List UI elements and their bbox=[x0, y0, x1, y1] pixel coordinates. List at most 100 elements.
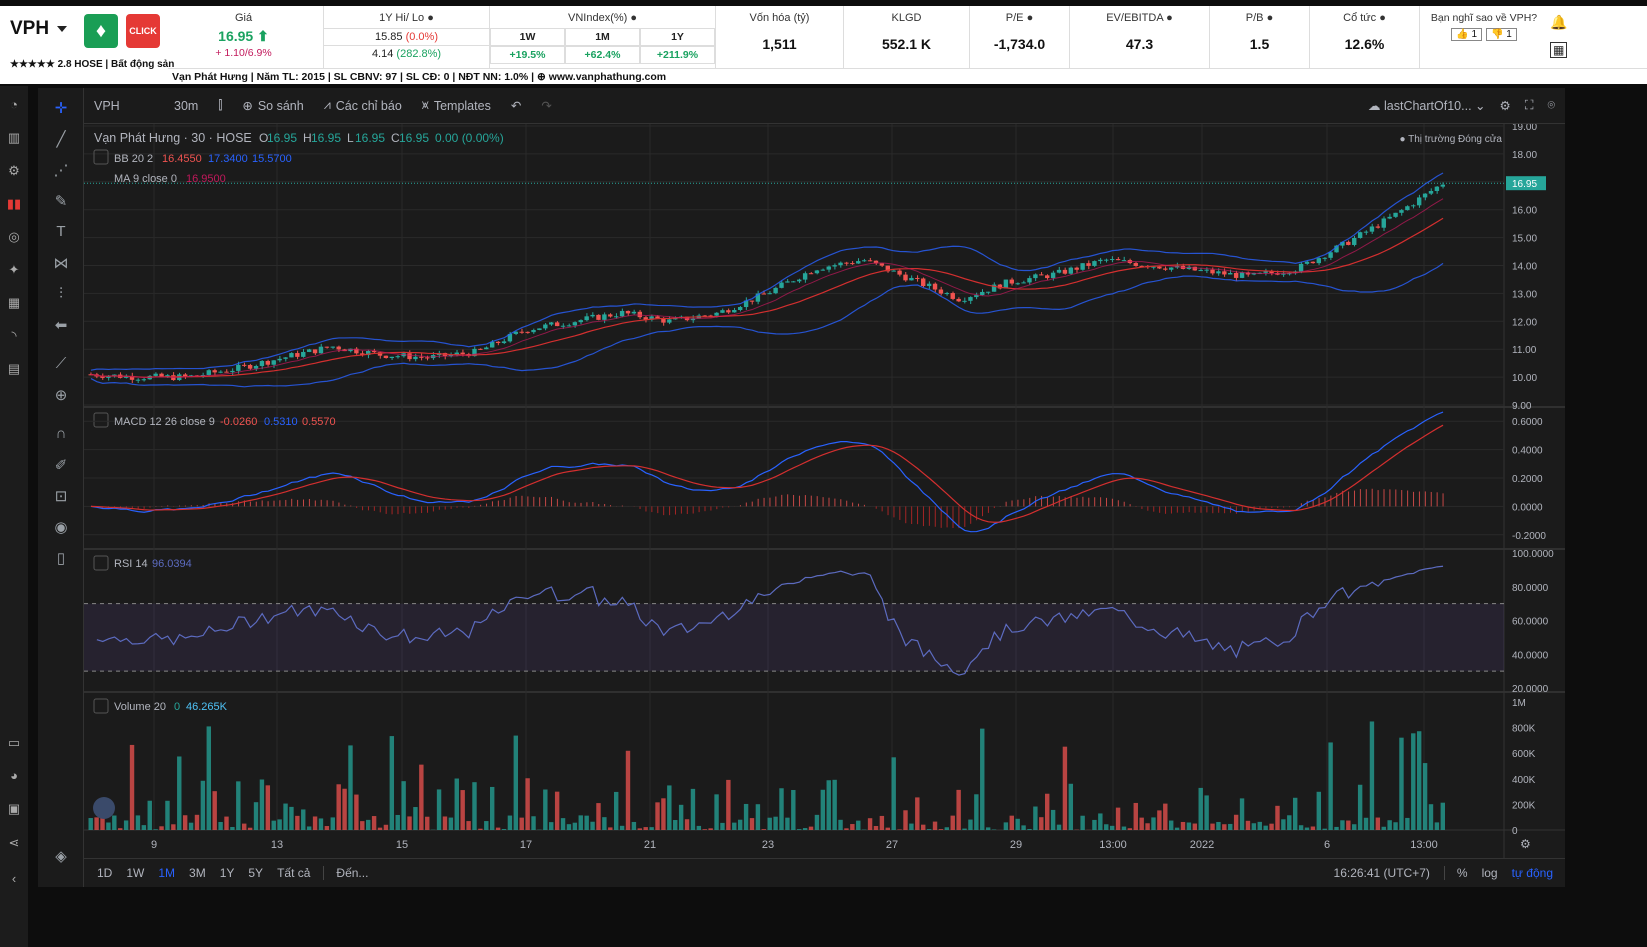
volume-bar bbox=[1422, 763, 1428, 830]
fullscreen-icon[interactable]: ⛶ bbox=[1524, 98, 1534, 112]
calendar-icon[interactable]: ▦ bbox=[1550, 42, 1568, 58]
layers-icon[interactable]: ◈ bbox=[55, 847, 67, 865]
rss-icon[interactable]: ◝ bbox=[11, 327, 17, 343]
volume-bar bbox=[932, 821, 938, 830]
candle-body bbox=[909, 277, 914, 281]
macd-tick-label: -0.2000 bbox=[1512, 531, 1546, 542]
toolbar-symbol[interactable]: VPH bbox=[94, 98, 120, 113]
ruler-icon[interactable]: ⟋ bbox=[55, 355, 67, 372]
volume-bar bbox=[897, 829, 902, 830]
chart-canvas[interactable]: 9 13 15 17 21 23 27 29 13:00 2022 6 13:00 19.00 18.00… bbox=[84, 124, 1565, 858]
symbol-selector[interactable]: VPH bbox=[10, 18, 68, 40]
bell-icon[interactable]: 🔔 bbox=[1550, 14, 1568, 30]
candle-body bbox=[507, 333, 513, 342]
volume-bar bbox=[590, 821, 595, 830]
ma-legend-name: MA 9 close 0 bbox=[114, 173, 177, 185]
camera-icon[interactable]: ⌾ bbox=[1547, 98, 1555, 112]
candle-body bbox=[578, 320, 583, 323]
volume-bar bbox=[377, 827, 383, 830]
candle-body bbox=[289, 353, 294, 358]
candle-body bbox=[224, 371, 229, 373]
coins-icon[interactable]: ◎ bbox=[8, 228, 20, 244]
trendline-icon[interactable]: ╱ bbox=[56, 130, 66, 148]
chat-icon[interactable]: ▤ bbox=[7, 360, 21, 376]
interval-button[interactable]: 30m bbox=[174, 98, 199, 113]
range-5y[interactable]: 5Y bbox=[248, 866, 264, 880]
indicators-button[interactable]: ⩘ Các chỉ báo bbox=[314, 98, 412, 113]
range-1m[interactable]: 1M bbox=[158, 866, 176, 880]
vnindex-periods: 1W 1M 1Y +19.5% +62.4% +211.9% bbox=[490, 28, 715, 64]
goto-date-button[interactable]: Đến... bbox=[323, 866, 375, 880]
candle-body bbox=[743, 300, 749, 308]
dashboard-icon[interactable]: ◔ bbox=[10, 97, 18, 112]
volume-bar bbox=[625, 750, 631, 830]
crosshair-icon[interactable]: ✛ bbox=[54, 99, 68, 117]
brush-icon[interactable]: ✎ bbox=[54, 192, 68, 210]
upvote-button[interactable]: 👍 1 bbox=[1451, 28, 1482, 41]
pie-icon[interactable]: ◕ bbox=[10, 768, 18, 783]
back-arrow-icon[interactable]: ⬅ bbox=[54, 316, 68, 334]
evebitda-value: 47.3 bbox=[1125, 36, 1154, 52]
fib-icon[interactable]: ⋰ bbox=[53, 161, 69, 179]
downvote-button[interactable]: 👎 1 bbox=[1486, 28, 1517, 41]
volume-bar bbox=[1239, 798, 1245, 830]
gear-icon[interactable]: ⚙ bbox=[1499, 99, 1511, 113]
pattern-icon[interactable]: ⋈ bbox=[53, 254, 69, 272]
volume-bar bbox=[188, 822, 194, 830]
layout-selector[interactable]: ☁ lastChartOf10... ⌄ bbox=[1368, 99, 1486, 113]
volume-bar bbox=[1399, 737, 1404, 830]
settings-icon[interactable]: ⚙ bbox=[8, 162, 20, 178]
range-1d[interactable]: 1D bbox=[97, 866, 113, 880]
magnet-icon[interactable]: ∩ bbox=[55, 425, 67, 442]
settings-gear-icon: ⚙ bbox=[1520, 837, 1531, 851]
range-all[interactable]: Tất cả bbox=[277, 866, 311, 880]
volume-bar bbox=[560, 818, 566, 830]
lock-drawing-icon[interactable]: ✐ bbox=[54, 456, 68, 474]
candle-body bbox=[1393, 212, 1398, 217]
templates-button[interactable]: ⩙ Templates bbox=[412, 98, 501, 113]
bb-basis-line bbox=[90, 217, 1444, 378]
percent-toggle[interactable]: % bbox=[1443, 866, 1468, 880]
range-1y[interactable]: 1Y bbox=[219, 866, 235, 880]
stars-icon[interactable]: ✦ bbox=[8, 261, 20, 277]
forecast-icon[interactable]: ⫶ bbox=[59, 285, 63, 302]
chart-type-icon[interactable]: ⫿ bbox=[218, 98, 223, 112]
rsi-legend-name: RSI 14 bbox=[114, 558, 148, 570]
compare-button[interactable]: ⊕ So sánh bbox=[232, 98, 313, 114]
box-icon[interactable]: ▣ bbox=[7, 800, 21, 816]
volume-bar bbox=[838, 819, 843, 830]
report-icon[interactable]: ▭ bbox=[7, 734, 21, 750]
eye-icon[interactable]: ◉ bbox=[54, 518, 68, 536]
text-icon[interactable]: T bbox=[56, 223, 66, 240]
plus-circle-icon: ⊕ bbox=[242, 99, 253, 113]
redo-icon[interactable]: ↷ bbox=[541, 99, 552, 113]
share-icon[interactable]: ⋖ bbox=[8, 834, 20, 850]
hi-pct: (0.0%) bbox=[405, 31, 438, 43]
volume-bar bbox=[1440, 802, 1445, 830]
candle-body bbox=[1387, 216, 1392, 219]
volume-bar bbox=[797, 829, 802, 830]
candle-body bbox=[112, 374, 117, 376]
analytics-icon[interactable]: ▥ bbox=[7, 129, 21, 145]
cloud-icon: ☁ bbox=[1368, 99, 1381, 113]
collapse-icon[interactable]: ‹ bbox=[11, 871, 17, 886]
range-1w[interactable]: 1W bbox=[126, 866, 145, 880]
auto-toggle[interactable]: tự động bbox=[1511, 866, 1553, 880]
undo-icon[interactable]: ↶ bbox=[510, 99, 522, 113]
log-toggle[interactable]: log bbox=[1481, 866, 1498, 880]
trash-icon[interactable]: ▯ bbox=[56, 549, 66, 567]
oneclick-logo[interactable]: CLICK bbox=[126, 14, 160, 48]
candle-body bbox=[454, 352, 459, 355]
range-3m[interactable]: 3M bbox=[189, 866, 206, 880]
lock-icon[interactable]: ⊡ bbox=[54, 487, 68, 505]
zoom-icon[interactable]: ⊕ bbox=[54, 386, 68, 404]
candle-body bbox=[1357, 232, 1363, 238]
clock-text: 16:26:41 (UTC+7) bbox=[1333, 866, 1430, 880]
candle-body bbox=[560, 325, 566, 327]
candle-body bbox=[1287, 273, 1292, 275]
volume-bar bbox=[1204, 795, 1209, 830]
candles-icon[interactable]: ▮▮ bbox=[6, 195, 22, 211]
candle-body bbox=[88, 374, 93, 376]
time-tick-label: 15 bbox=[396, 839, 408, 851]
grid-icon[interactable]: ▦ bbox=[7, 294, 21, 310]
